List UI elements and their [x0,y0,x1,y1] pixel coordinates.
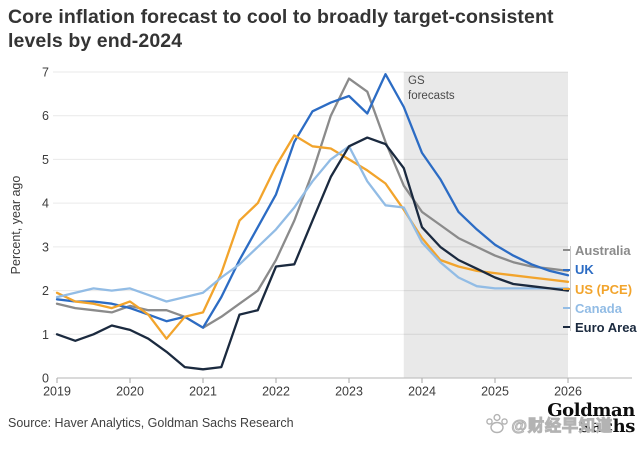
paw-icon [486,413,509,434]
watermark-text: @财经早知道 [511,418,613,436]
logo-line2: Sachs [578,415,635,437]
svg-text:2022: 2022 [262,385,290,399]
chart-title: Core inflation forecast to cool to broad… [8,5,632,53]
svg-text:1: 1 [42,328,49,342]
svg-text:2: 2 [42,284,49,298]
svg-text:3: 3 [42,240,49,254]
logo-line1: Goldman [547,400,635,421]
svg-text:2020: 2020 [116,385,144,399]
forecast-annotation-line2: forecasts [408,89,455,102]
source-note: Source: Haver Analytics, Goldman Sachs R… [8,416,294,430]
legend-item-canada: Canada [575,299,639,318]
forecast-annotation-line1: GS [408,75,425,87]
legend-label-canada: Canada [575,301,622,317]
legend-label-us-pce: US (PCE) [575,281,633,297]
forecast-annotation: GS forecasts [408,74,455,103]
chart-title-line1: Core inflation forecast to cool to broad… [8,6,554,28]
svg-text:2025: 2025 [481,385,509,399]
legend-item-australia: Australia [575,241,639,260]
svg-text:2023: 2023 [335,385,363,399]
legend-label-uk: UK [575,262,594,278]
legend-label-euro-area: Euro Area [575,320,637,336]
legend-item-us-pce: US (PCE) [575,280,639,299]
svg-text:6: 6 [42,109,49,123]
svg-text:2024: 2024 [408,385,436,399]
svg-text:2026: 2026 [554,385,582,399]
legend: Australia UK US (PCE) Canada Euro Area [575,241,639,337]
watermark: @财经早知道 [485,412,613,436]
svg-text:0: 0 [42,372,49,386]
svg-text:7: 7 [42,66,49,80]
legend-label-australia: Australia [575,243,631,259]
svg-text:5: 5 [42,153,49,167]
svg-text:4: 4 [42,197,49,211]
svg-text:2021: 2021 [189,385,217,399]
legend-item-uk: UK [575,260,639,279]
legend-item-euro-area: Euro Area [575,318,639,337]
y-axis-label: Percent, year ago [9,175,23,275]
chart-title-line2: levels by end-2024 [8,30,183,52]
svg-text:2019: 2019 [43,385,71,399]
goldman-sachs-logo: Goldman Sachs [547,400,635,437]
